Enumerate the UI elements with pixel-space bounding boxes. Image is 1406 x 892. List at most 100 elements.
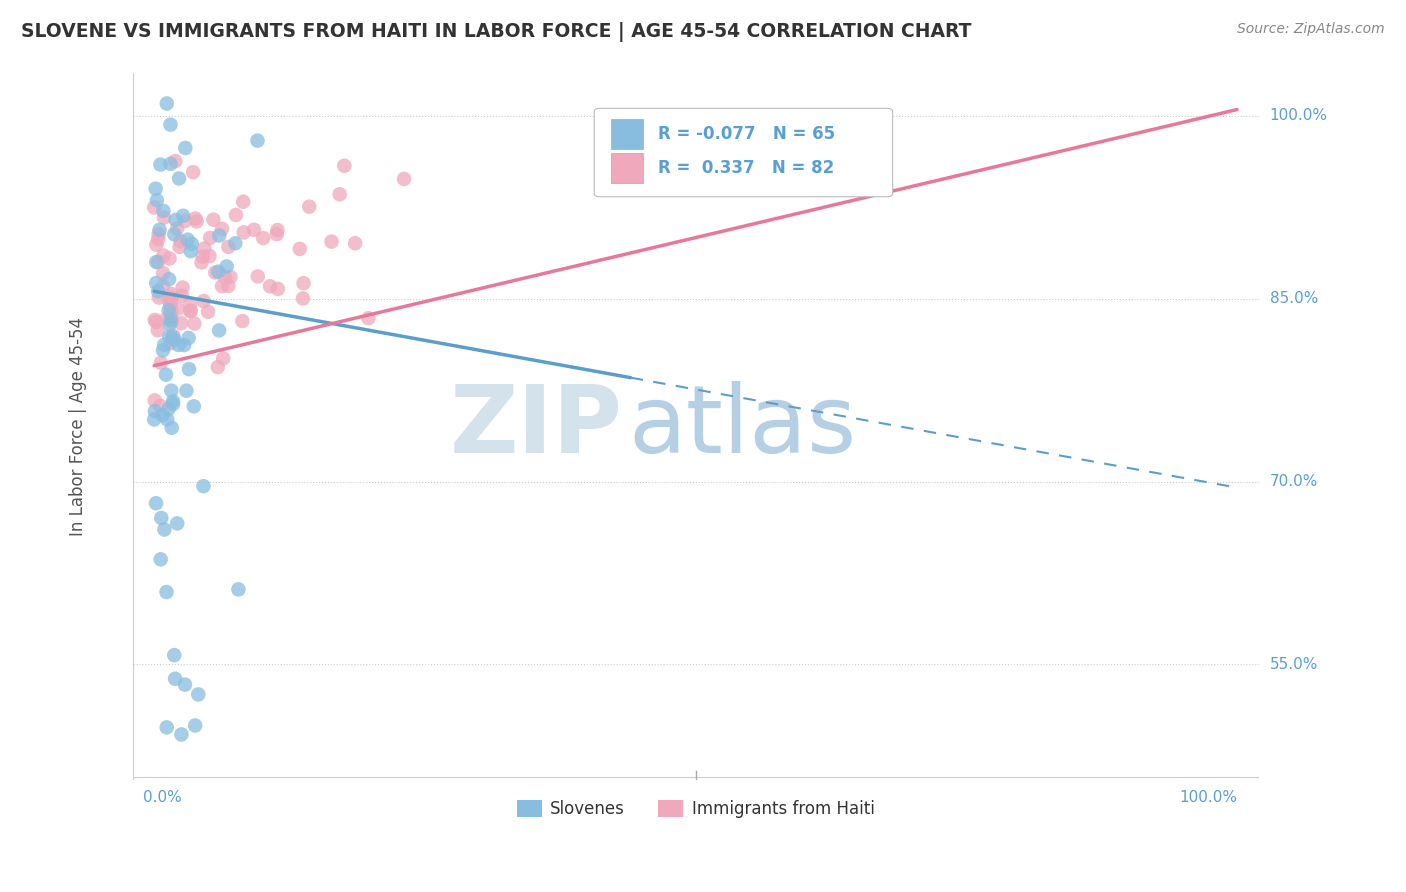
Slovenes	[157, 401, 180, 416]
Immigrants from Haiti	[152, 279, 174, 293]
Immigrants from Haiti	[207, 360, 229, 375]
Immigrants from Haiti	[172, 280, 194, 294]
Slovenes	[155, 368, 177, 382]
Immigrants from Haiti	[159, 252, 181, 266]
Immigrants from Haiti	[166, 301, 188, 316]
Immigrants from Haiti	[184, 211, 207, 226]
Text: In Labor Force | Age 45-54: In Labor Force | Age 45-54	[69, 318, 87, 536]
Slovenes	[156, 720, 179, 734]
Immigrants from Haiti	[165, 154, 187, 169]
Slovenes	[156, 412, 179, 426]
Immigrants from Haiti	[170, 288, 193, 302]
Immigrants from Haiti	[292, 276, 315, 290]
Immigrants from Haiti	[160, 309, 183, 323]
Slovenes	[159, 118, 181, 132]
Immigrants from Haiti	[392, 172, 415, 186]
Immigrants from Haiti	[169, 234, 191, 248]
Slovenes	[143, 412, 166, 426]
Slovenes	[173, 338, 195, 352]
Immigrants from Haiti	[160, 304, 183, 318]
Slovenes	[177, 362, 200, 376]
Slovenes	[160, 421, 183, 435]
Slovenes	[166, 516, 188, 531]
Slovenes	[167, 338, 190, 352]
Immigrants from Haiti	[211, 222, 233, 236]
Slovenes	[184, 718, 207, 732]
Slovenes	[228, 582, 250, 597]
Slovenes	[180, 236, 202, 251]
Slovenes	[163, 227, 186, 242]
Immigrants from Haiti	[243, 223, 266, 237]
Slovenes	[170, 727, 193, 741]
Immigrants from Haiti	[246, 269, 269, 284]
Immigrants from Haiti	[329, 187, 352, 202]
Slovenes	[145, 496, 167, 510]
Immigrants from Haiti	[183, 317, 205, 331]
Slovenes	[149, 158, 172, 172]
Slovenes	[183, 400, 205, 414]
Immigrants from Haiti	[160, 291, 183, 305]
Immigrants from Haiti	[211, 279, 233, 293]
Immigrants from Haiti	[153, 211, 176, 225]
Slovenes	[215, 260, 238, 274]
Text: 100.0%: 100.0%	[1180, 790, 1237, 805]
Immigrants from Haiti	[148, 232, 170, 246]
Bar	[612, 153, 643, 183]
Immigrants from Haiti	[202, 212, 225, 227]
Immigrants from Haiti	[148, 227, 170, 242]
Immigrants from Haiti	[143, 393, 166, 408]
Slovenes	[207, 265, 229, 279]
Text: Source: ZipAtlas.com: Source: ZipAtlas.com	[1237, 22, 1385, 37]
Slovenes	[145, 181, 167, 195]
Immigrants from Haiti	[191, 250, 214, 264]
Slovenes	[167, 171, 190, 186]
Immigrants from Haiti	[225, 208, 247, 222]
Slovenes	[146, 194, 169, 208]
Immigrants from Haiti	[298, 200, 321, 214]
Text: R = -0.077   N = 65: R = -0.077 N = 65	[658, 125, 835, 143]
Immigrants from Haiti	[252, 231, 274, 245]
Slovenes	[145, 255, 167, 269]
Immigrants from Haiti	[148, 291, 170, 305]
Slovenes	[177, 331, 200, 345]
Immigrants from Haiti	[174, 214, 197, 228]
Slovenes	[246, 134, 269, 148]
Slovenes	[180, 244, 202, 259]
Immigrants from Haiti	[143, 201, 166, 215]
Immigrants from Haiti	[288, 242, 311, 256]
Immigrants from Haiti	[180, 304, 202, 318]
Slovenes	[208, 323, 231, 337]
Immigrants from Haiti	[186, 214, 208, 228]
Immigrants from Haiti	[197, 305, 219, 319]
Slovenes	[176, 384, 198, 398]
FancyBboxPatch shape	[595, 108, 893, 197]
Immigrants from Haiti	[266, 227, 288, 241]
Immigrants from Haiti	[160, 286, 183, 301]
Slovenes	[224, 236, 246, 251]
Immigrants from Haiti	[162, 329, 184, 343]
Immigrants from Haiti	[170, 316, 193, 330]
Slovenes	[172, 209, 194, 223]
Text: ZIP: ZIP	[450, 381, 623, 473]
Immigrants from Haiti	[219, 269, 242, 284]
Slovenes	[157, 303, 180, 318]
Immigrants from Haiti	[232, 194, 254, 209]
Immigrants from Haiti	[204, 265, 226, 279]
Immigrants from Haiti	[259, 279, 281, 293]
Legend: Slovenes, Immigrants from Haiti: Slovenes, Immigrants from Haiti	[510, 794, 882, 825]
Immigrants from Haiti	[146, 323, 169, 337]
Slovenes	[157, 329, 180, 343]
Slovenes	[157, 272, 180, 286]
Immigrants from Haiti	[145, 315, 167, 329]
Immigrants from Haiti	[321, 235, 343, 249]
Immigrants from Haiti	[266, 223, 288, 237]
Slovenes	[159, 318, 181, 332]
Immigrants from Haiti	[231, 314, 253, 328]
Slovenes	[152, 343, 174, 358]
Text: SLOVENE VS IMMIGRANTS FROM HAITI IN LABOR FORCE | AGE 45-54 CORRELATION CHART: SLOVENE VS IMMIGRANTS FROM HAITI IN LABO…	[21, 22, 972, 42]
Slovenes	[162, 330, 184, 344]
Slovenes	[160, 384, 183, 398]
Immigrants from Haiti	[214, 270, 236, 285]
Immigrants from Haiti	[232, 226, 254, 240]
Immigrants from Haiti	[333, 159, 356, 173]
